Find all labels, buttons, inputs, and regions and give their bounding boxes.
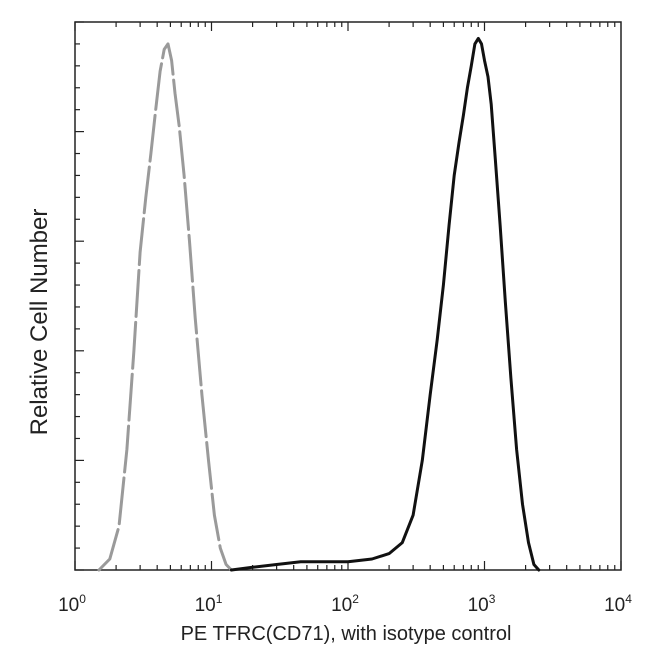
x-axis-tick-labels: 100 101 102 103 104: [58, 592, 632, 616]
x-tick-label: 101: [195, 592, 223, 616]
x-tick-label: 100: [58, 592, 86, 616]
x-tick-label: 104: [604, 592, 632, 616]
y-axis-ticks: [75, 21, 84, 571]
x-axis-label: PE TFRC(CD71), with isotype control: [181, 623, 512, 645]
x-tick-label: 103: [468, 592, 496, 616]
series-line-1: [97, 42, 233, 572]
series-line-2: [229, 36, 541, 572]
series-layer: [97, 36, 541, 572]
y-axis-label: Relative Cell Number: [26, 209, 53, 436]
x-tick-label: 102: [331, 592, 359, 616]
x-axis-ticks: [74, 22, 622, 570]
